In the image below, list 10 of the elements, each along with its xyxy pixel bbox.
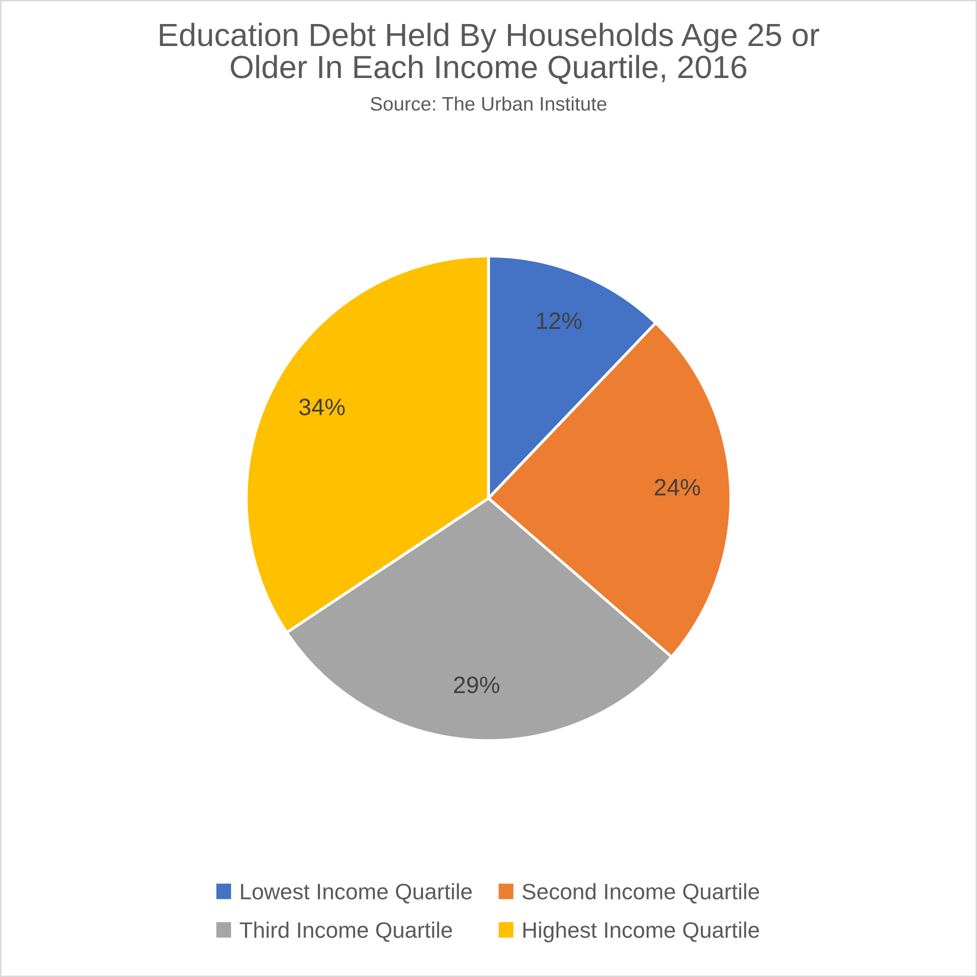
legend-label: Lowest Income Quartile — [241, 883, 472, 904]
legend-label: Second Income Quartile — [522, 883, 759, 904]
data-label: 12% — [536, 312, 582, 330]
data-label: 34% — [299, 398, 345, 416]
data-label: 29% — [454, 676, 500, 694]
source-note: Source: The Urban Institute — [370, 96, 606, 111]
chart-title: Education Debt Held By Households Age 25 or Older In Each Income Quartile, 2016 — [160, 22, 820, 84]
legend-label: Highest Income Quartile — [523, 922, 759, 942]
data-label: 24% — [654, 478, 700, 496]
legend-label: Third Income Quartile — [240, 922, 452, 942]
